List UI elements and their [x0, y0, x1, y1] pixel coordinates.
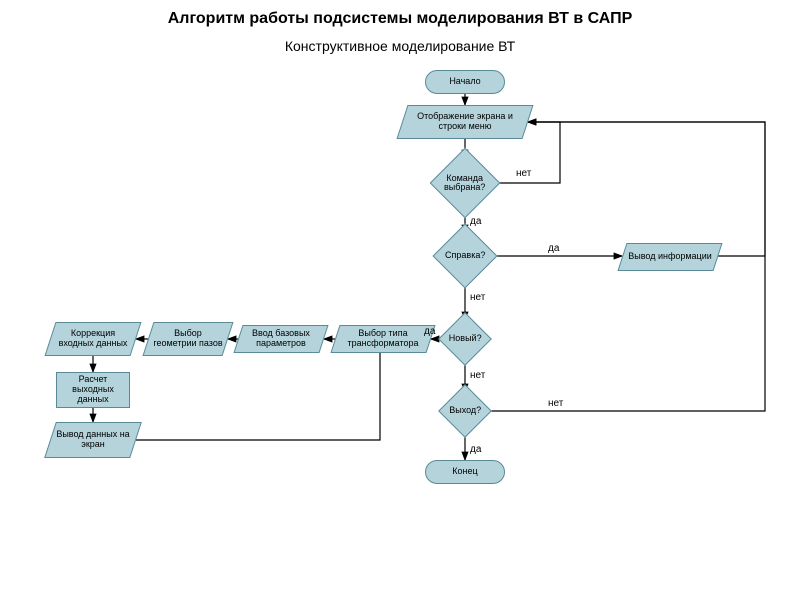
node-end: Конец [425, 460, 505, 484]
edge-label: нет [470, 370, 485, 381]
flowchart-canvas: Алгоритм работы подсистемы моделирования… [0, 0, 800, 600]
page-title: Алгоритм работы подсистемы моделирования… [0, 10, 800, 28]
edge-label: нет [470, 292, 485, 303]
edge-label: нет [516, 168, 531, 179]
edge-label: нет [548, 398, 563, 409]
node-help: Справка? [432, 223, 497, 288]
node-baseparam: Ввод базовых параметров [233, 325, 328, 353]
node-seltype: Выбор типа трансформатора [330, 325, 435, 353]
node-cmd: Команда выбрана? [430, 148, 501, 219]
node-display: Отображение экрана и строки меню [396, 105, 533, 139]
edge-label: да [470, 216, 481, 227]
node-geom: Выбор геометрии пазов [142, 322, 233, 356]
node-start: Начало [425, 70, 505, 94]
edge-label: да [424, 326, 435, 337]
node-out: Вывод данных на экран [44, 422, 142, 458]
edge-label: да [548, 243, 559, 254]
node-calc: Расчет выходных данных [56, 372, 130, 408]
node-infoout: Вывод информации [617, 243, 722, 271]
arrows-layer [0, 0, 800, 600]
node-corr: Коррекция входных данных [44, 322, 141, 356]
edge-label: да [470, 444, 481, 455]
node-new: Новый? [438, 312, 492, 366]
node-exit: Выход? [438, 384, 492, 438]
page-subtitle: Конструктивное моделирование ВТ [0, 38, 800, 54]
